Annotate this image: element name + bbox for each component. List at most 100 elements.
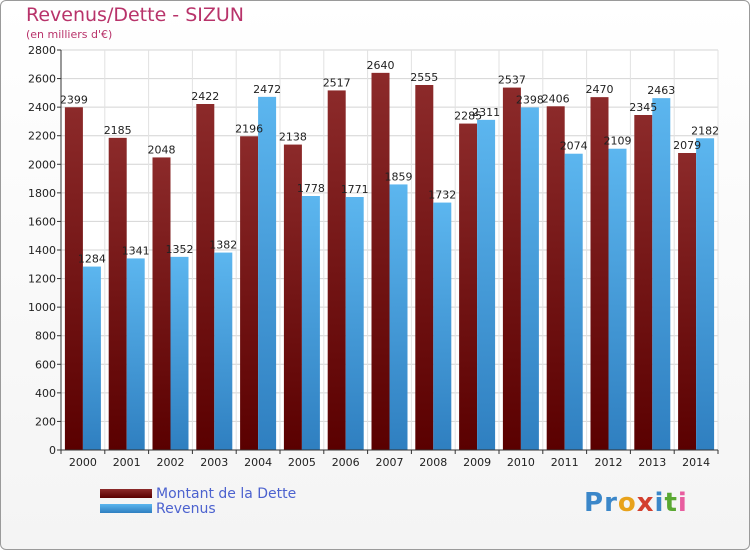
y-tick-label: 200: [35, 415, 56, 428]
data-label-dette-2006: 2517: [323, 76, 351, 89]
bar-revenus-2007: [389, 184, 408, 450]
data-label-dette-2002: 2048: [148, 143, 176, 156]
y-tick-label: 2200: [28, 130, 56, 143]
data-label-revenus-2008: 1732: [428, 189, 456, 202]
bar-dette-2007: [371, 72, 390, 450]
data-label-revenus-2003: 1382: [209, 239, 237, 252]
logo-letter: x: [636, 488, 655, 518]
bar-dette-2001: [108, 137, 127, 450]
bar-revenus-2012: [608, 148, 627, 450]
bar-dette-2003: [196, 104, 215, 450]
x-tick-label: 2009: [463, 456, 491, 469]
bar-revenus-2002: [170, 256, 189, 450]
data-label-revenus-2012: 2109: [604, 135, 632, 148]
bar-dette-2006: [327, 90, 346, 450]
y-tick-label: 1600: [28, 215, 56, 228]
logo-letter: r: [604, 488, 618, 518]
bar-dette-2000: [64, 107, 83, 451]
logo-letter: i: [654, 488, 665, 518]
data-label-revenus-2005: 1778: [297, 182, 325, 195]
legend-item-revenus: Revenus: [100, 500, 296, 517]
axes: 0 200 400 600 800 1000 1200 1400 1600 1800 2000 220…: [28, 44, 719, 469]
bar-revenus-2001: [126, 258, 145, 450]
bars: [64, 72, 715, 451]
y-tick-label: 1200: [28, 273, 56, 286]
bar-revenus-2013: [652, 98, 671, 451]
bar-revenus-2006: [345, 197, 364, 450]
legend: Montant de la Dette Revenus: [100, 485, 297, 517]
bar-revenus-2008: [433, 202, 452, 450]
x-tick-label: 2007: [376, 456, 404, 469]
bar-revenus-2004: [258, 96, 277, 450]
x-tick-label: 2010: [507, 456, 535, 469]
bar-dette-2014: [678, 153, 697, 450]
x-tick-label: 2002: [157, 456, 185, 469]
y-tick-label: 2800: [28, 44, 56, 57]
data-label-revenus-2006: 1771: [341, 183, 369, 196]
proxiti-logo: Proxiti: [584, 488, 688, 518]
x-tick-label: 2006: [332, 456, 360, 469]
x-tick-label: 2000: [69, 456, 97, 469]
bar-dette-2011: [546, 106, 565, 451]
data-label-dette-2013: 2345: [629, 101, 657, 114]
y-tick-label: 0: [49, 444, 56, 457]
y-tick-label: 2000: [28, 158, 56, 171]
data-label-dette-2003: 2422: [191, 90, 219, 103]
data-label-revenus-2014: 2182: [691, 124, 719, 137]
data-label-dette-2008: 2555: [410, 71, 438, 84]
bar-revenus-2014: [696, 138, 715, 451]
data-label-dette-2005: 2138: [279, 131, 307, 144]
x-tick-label: 2011: [551, 456, 579, 469]
data-label-dette-2009: 2285: [454, 110, 482, 123]
bar-dette-2010: [502, 87, 521, 451]
logo-letter: i: [677, 488, 688, 518]
logo-letter: P: [584, 488, 605, 518]
data-label-dette-2004: 2196: [235, 122, 263, 135]
data-label-dette-2001: 2185: [104, 124, 132, 137]
legend-label-revenus: Revenus: [156, 500, 216, 517]
data-label-revenus-2013: 2463: [647, 84, 675, 97]
x-tick-label: 2012: [595, 456, 623, 469]
x-tick-label: 2014: [682, 456, 710, 469]
data-label-dette-2000: 2399: [60, 93, 88, 106]
data-label-revenus-2002: 1352: [166, 243, 194, 256]
logo-letter: o: [617, 488, 637, 518]
bar-revenus-2011: [564, 153, 583, 450]
data-label-revenus-2007: 1859: [385, 170, 413, 183]
y-tick-label: 600: [35, 358, 56, 371]
x-tick-label: 2005: [288, 456, 316, 469]
x-tick-label: 2008: [419, 456, 447, 469]
y-tick-label: 1000: [28, 301, 56, 314]
chart-subtitle: (en milliers d'€): [26, 28, 113, 41]
x-tick-label: 2003: [200, 456, 228, 469]
data-label-dette-2010: 2537: [498, 74, 526, 87]
legend-label-dette: Montant de la Dette: [156, 485, 297, 502]
bar-revenus-2005: [301, 196, 320, 450]
legend-swatch-revenus: [100, 504, 152, 513]
y-tick-label: 2600: [28, 73, 56, 86]
data-label-revenus-2001: 1341: [122, 244, 150, 257]
bar-dette-2009: [459, 123, 478, 451]
legend-item-dette: Montant de la Dette: [100, 485, 297, 502]
data-label-revenus-2011: 2074: [560, 140, 588, 153]
chart-title: Revenus/Dette - SIZUN: [26, 4, 244, 26]
y-tick-label: 1400: [28, 244, 56, 257]
bar-dette-2013: [634, 115, 653, 450]
bar-chart: 2399 1284 2185 1341 2048 1352 2422 1382 2196 2472…: [28, 44, 719, 469]
legend-swatch-dette: [100, 489, 152, 498]
x-tick-label: 2001: [113, 456, 141, 469]
y-tick-label: 1800: [28, 187, 56, 200]
bar-dette-2004: [240, 136, 259, 451]
bar-dette-2002: [152, 157, 171, 450]
bar-revenus-2003: [214, 252, 233, 450]
logo-letter: t: [664, 488, 678, 518]
bar-revenus-2009: [477, 119, 496, 450]
x-tick-label: 2004: [244, 456, 272, 469]
data-labels: 2399 1284 2185 1341 2048 1352 2422 1382 2196 2472…: [60, 59, 719, 266]
y-tick-label: 400: [35, 387, 56, 400]
data-label-revenus-2010: 2398: [516, 93, 544, 106]
data-label-dette-2012: 2470: [586, 83, 614, 96]
data-label-revenus-2004: 2472: [253, 83, 281, 96]
data-label-dette-2007: 2640: [367, 59, 395, 72]
data-label-dette-2011: 2406: [542, 92, 570, 105]
